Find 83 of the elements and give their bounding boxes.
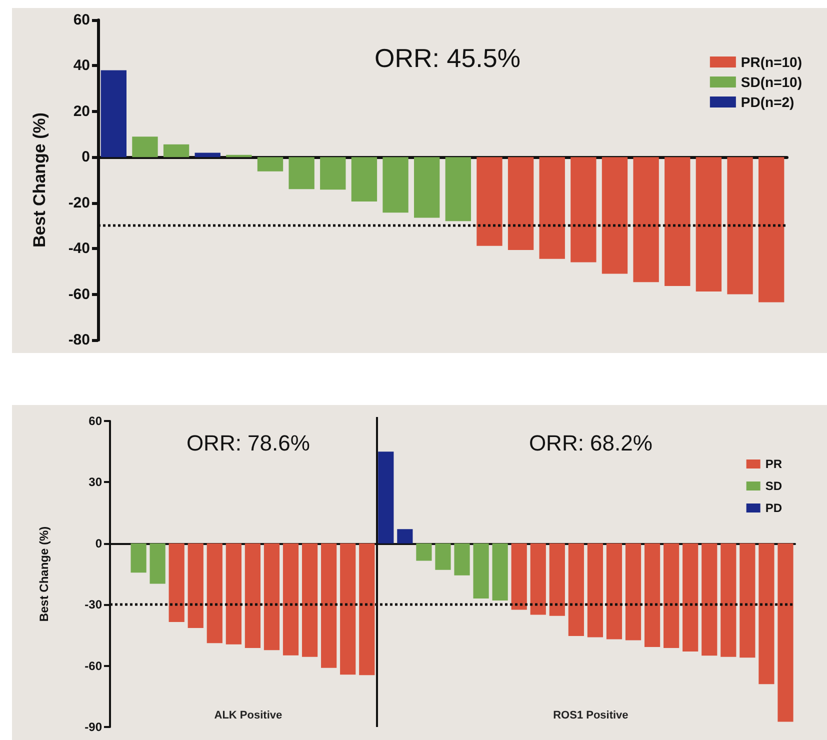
bar bbox=[206, 543, 222, 644]
bar bbox=[288, 157, 314, 190]
bar bbox=[758, 157, 784, 302]
bar bbox=[720, 543, 736, 657]
bar bbox=[539, 157, 565, 259]
annotation: ROS1 Positive bbox=[553, 710, 628, 722]
y-tick-label: 60 bbox=[73, 12, 90, 28]
bar bbox=[130, 543, 146, 573]
y-axis-title: Best Change (%) bbox=[30, 112, 49, 248]
bar bbox=[476, 157, 502, 246]
bar bbox=[382, 157, 408, 213]
bar bbox=[397, 529, 413, 544]
y-tick-label: 40 bbox=[73, 57, 90, 74]
bar bbox=[264, 543, 280, 650]
bar bbox=[257, 157, 284, 172]
bar bbox=[416, 543, 432, 561]
bar bbox=[359, 543, 375, 676]
bar bbox=[226, 543, 242, 644]
y-tick-label: -40 bbox=[68, 240, 90, 258]
bar bbox=[163, 144, 190, 158]
bar bbox=[351, 157, 378, 202]
legend-label: PD(n=2) bbox=[740, 94, 794, 110]
y-tick-label: -90 bbox=[84, 720, 102, 734]
y-tick-label: -60 bbox=[84, 658, 102, 673]
bar bbox=[378, 452, 394, 544]
legend-label: SD(n=10) bbox=[740, 74, 802, 90]
legend-label: PR bbox=[765, 457, 782, 471]
bar bbox=[132, 136, 158, 158]
bar bbox=[570, 157, 596, 262]
y-tick-label: -20 bbox=[68, 194, 90, 212]
text: ORR: 45.5% bbox=[374, 43, 520, 73]
y-tick-label: 30 bbox=[88, 475, 102, 490]
bar bbox=[100, 70, 126, 158]
chart-title: ORR: 78.6% bbox=[186, 430, 310, 456]
y-tick-label: -60 bbox=[68, 286, 90, 303]
bar bbox=[445, 157, 471, 222]
bar bbox=[625, 543, 642, 640]
bar bbox=[602, 157, 628, 274]
legend-label: PD bbox=[765, 501, 782, 515]
bar bbox=[778, 543, 794, 722]
bar bbox=[282, 543, 299, 656]
bar bbox=[633, 157, 659, 282]
bar bbox=[244, 543, 261, 648]
bar bbox=[702, 543, 718, 656]
bar bbox=[740, 543, 756, 658]
y-tick-label: 60 bbox=[88, 414, 102, 428]
y-tick-label: -80 bbox=[68, 332, 90, 348]
bar bbox=[511, 543, 527, 610]
bar bbox=[454, 543, 470, 576]
x-axis-title: ALK Positive bbox=[214, 710, 282, 722]
bar bbox=[606, 543, 622, 640]
bar bbox=[194, 152, 220, 158]
y-axis-title: Best Change (%) bbox=[37, 526, 51, 622]
bar bbox=[644, 543, 660, 648]
bar bbox=[696, 157, 722, 292]
bar bbox=[549, 543, 565, 616]
y-tick-label: -30 bbox=[84, 598, 102, 612]
y-tick-label: 20 bbox=[73, 102, 90, 120]
y-tick-label: 0 bbox=[82, 148, 90, 166]
legend-label: SD bbox=[765, 479, 782, 493]
bar bbox=[568, 543, 584, 636]
bar bbox=[150, 543, 166, 584]
bar bbox=[435, 543, 451, 570]
bar bbox=[682, 543, 698, 652]
bar bbox=[414, 157, 440, 218]
bar bbox=[188, 543, 204, 628]
bar bbox=[758, 543, 774, 684]
y-tick-label: 0 bbox=[95, 536, 102, 550]
bar bbox=[492, 543, 508, 601]
annotation: ORR: 68.2% bbox=[528, 430, 652, 456]
bar bbox=[168, 543, 184, 622]
bar bbox=[664, 543, 680, 648]
bar bbox=[320, 157, 346, 190]
bar bbox=[727, 157, 753, 294]
legend-label: PR(n=10) bbox=[740, 54, 802, 70]
bar bbox=[321, 543, 337, 668]
bar bbox=[587, 543, 604, 638]
bar bbox=[508, 157, 534, 250]
bar bbox=[664, 157, 690, 286]
bar bbox=[530, 543, 546, 615]
bar bbox=[473, 543, 489, 598]
bar bbox=[340, 543, 356, 675]
bar bbox=[302, 543, 318, 657]
